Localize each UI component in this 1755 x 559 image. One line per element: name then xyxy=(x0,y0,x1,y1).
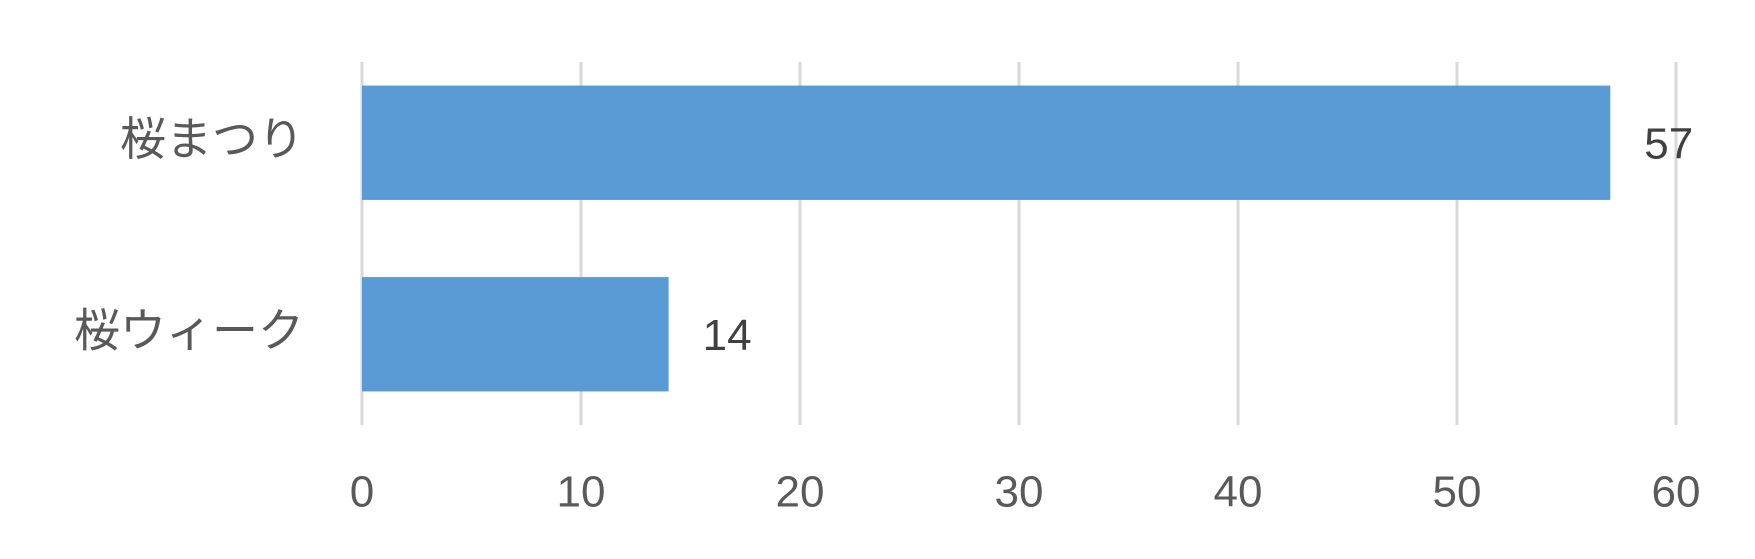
y-tick-label: 桜ウィーク xyxy=(74,304,304,356)
data-label: 14 xyxy=(703,311,752,360)
x-tick-label: 10 xyxy=(557,468,606,517)
y-tick-label: 桜まつり xyxy=(120,113,304,165)
data-label: 57 xyxy=(1644,119,1693,168)
x-tick-label: 50 xyxy=(1433,468,1482,517)
bar xyxy=(362,277,669,392)
x-tick-label: 60 xyxy=(1652,468,1701,517)
x-tick-label: 30 xyxy=(995,468,1044,517)
bar xyxy=(362,85,1611,200)
x-tick-label: 40 xyxy=(1214,468,1263,517)
x-tick-label: 0 xyxy=(350,468,374,517)
x-tick-label: 20 xyxy=(776,468,825,517)
